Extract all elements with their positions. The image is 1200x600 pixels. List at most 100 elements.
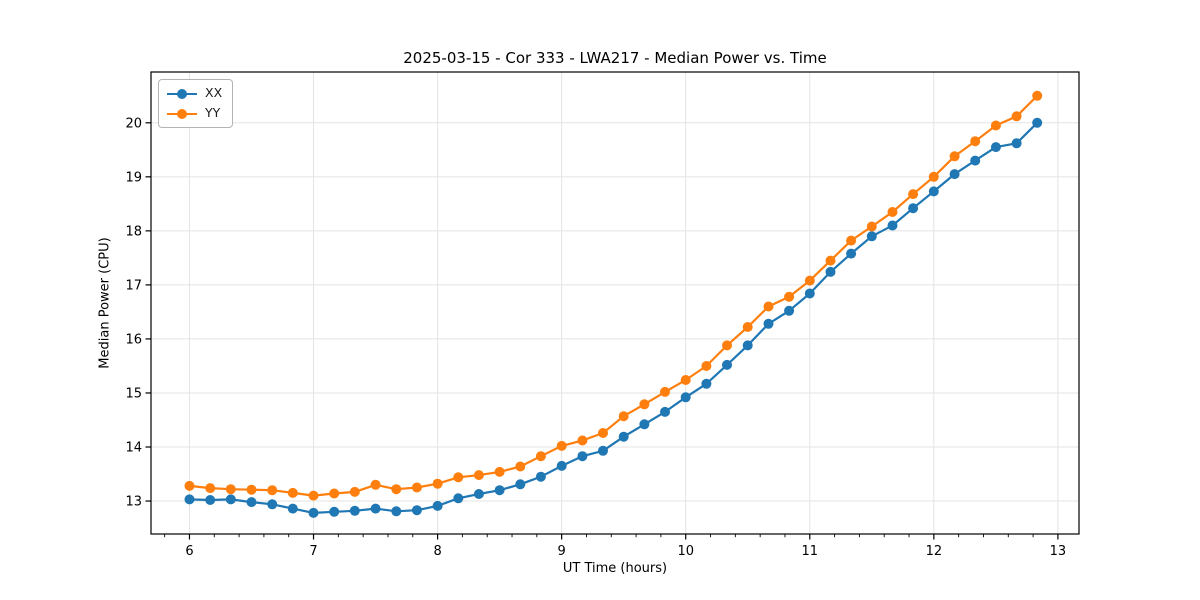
y-tick-label: 13 bbox=[125, 495, 142, 510]
series-XX-marker bbox=[577, 451, 588, 462]
series-YY-marker bbox=[329, 488, 340, 499]
series-XX-marker bbox=[680, 392, 691, 403]
series-XX-marker bbox=[1011, 138, 1022, 149]
series-XX-marker bbox=[535, 471, 546, 482]
plot-spines bbox=[150, 71, 1080, 535]
series-XX-marker bbox=[887, 220, 898, 231]
legend-marker-yy-icon bbox=[167, 108, 197, 119]
series-XX-marker bbox=[722, 359, 732, 370]
series-XX-marker bbox=[515, 479, 526, 490]
legend-label-yy: YY bbox=[205, 105, 221, 121]
series-XX-marker bbox=[432, 500, 443, 511]
legend-entry-xx: XX bbox=[167, 85, 222, 102]
series-YY-marker bbox=[267, 485, 278, 496]
series-YY bbox=[184, 90, 1043, 501]
series-XX-marker bbox=[949, 169, 960, 180]
series-XX-marker bbox=[990, 142, 1001, 153]
series-XX-marker bbox=[308, 507, 319, 518]
series-YY-marker bbox=[494, 466, 505, 477]
series-XX-marker bbox=[225, 494, 236, 505]
series-XX-marker bbox=[184, 494, 195, 505]
series-YY-marker bbox=[763, 301, 774, 312]
series-YY-marker bbox=[1011, 111, 1022, 122]
x-tick-label: 7 bbox=[309, 544, 317, 559]
series-XX-marker bbox=[349, 505, 360, 516]
y-tick-label: 15 bbox=[125, 386, 142, 401]
series-XX-marker bbox=[660, 406, 670, 417]
series-YY-marker bbox=[515, 461, 526, 472]
series-XX-marker bbox=[246, 497, 257, 508]
series-YY-marker bbox=[722, 340, 732, 351]
series-YY-marker bbox=[660, 386, 670, 397]
series-XX-marker bbox=[411, 505, 422, 516]
series-XX-marker bbox=[618, 431, 629, 442]
x-tick-label: 8 bbox=[433, 544, 441, 559]
series-XX-line bbox=[188, 121, 1039, 515]
series-YY-marker bbox=[349, 486, 360, 497]
series-XX-marker bbox=[391, 506, 402, 517]
series-YY-marker bbox=[287, 487, 298, 498]
ticks: 6 7 8 9 10 11 12 13 13 14 15 16 17 18 19 20 bbox=[125, 116, 1066, 559]
series-YY-marker bbox=[535, 451, 546, 462]
series-XX-marker bbox=[1032, 117, 1043, 128]
series-YY-marker bbox=[990, 120, 1001, 131]
series-YY-marker bbox=[742, 322, 753, 332]
x-tick-label: 10 bbox=[677, 544, 694, 559]
series-YY-marker bbox=[928, 171, 939, 182]
series-XX-marker bbox=[639, 419, 650, 430]
series-XX-marker bbox=[598, 445, 608, 456]
series-XX-marker bbox=[825, 266, 836, 277]
series-YY-marker bbox=[618, 411, 629, 422]
series-XX-marker bbox=[556, 460, 567, 471]
series-YY-marker bbox=[949, 151, 960, 162]
series-YY-marker bbox=[887, 207, 898, 217]
series-XX-marker bbox=[287, 503, 298, 514]
series-YY-marker bbox=[370, 479, 381, 490]
legend-marker-xx-icon bbox=[167, 88, 197, 99]
x-tick-label: 6 bbox=[185, 544, 193, 559]
series-XX-marker bbox=[908, 203, 919, 214]
series-XX-marker bbox=[453, 493, 464, 504]
series-YY-marker bbox=[825, 255, 836, 266]
series-XX-marker bbox=[742, 340, 753, 351]
series-XX-marker bbox=[494, 485, 505, 496]
legend: XX YY bbox=[158, 79, 234, 128]
series-XX bbox=[184, 117, 1043, 518]
series-YY-marker bbox=[680, 375, 691, 385]
legend-entry-yy: YY bbox=[167, 105, 222, 122]
series-YY-marker bbox=[639, 399, 650, 410]
y-tick-label: 14 bbox=[125, 441, 142, 456]
series-YY-marker bbox=[432, 478, 443, 489]
series-XX-marker bbox=[928, 186, 939, 197]
x-axis-label: UT Time (hours) bbox=[562, 561, 668, 576]
series-YY-line bbox=[188, 94, 1039, 497]
series-YY-marker bbox=[473, 470, 484, 481]
series-XX-marker bbox=[473, 489, 484, 499]
series-XX-marker bbox=[804, 288, 815, 299]
series-YY-marker bbox=[970, 136, 981, 147]
x-tick-label: 13 bbox=[1050, 544, 1067, 559]
series-YY-marker bbox=[866, 221, 877, 232]
series-YY-marker bbox=[308, 490, 319, 501]
series-XX-marker bbox=[329, 506, 340, 517]
series-YY-marker bbox=[411, 482, 422, 493]
series-YY-marker bbox=[391, 484, 402, 495]
series-YY-marker bbox=[246, 484, 257, 495]
series-YY-marker bbox=[225, 484, 236, 495]
grid bbox=[151, 72, 1079, 534]
series-XX-marker bbox=[866, 231, 877, 242]
series-YY-marker bbox=[908, 189, 919, 200]
series-YY-marker bbox=[598, 428, 608, 438]
y-tick-label: 16 bbox=[125, 332, 142, 347]
x-tick-label: 11 bbox=[802, 544, 819, 559]
series-YY-marker bbox=[184, 480, 195, 491]
series-YY-marker bbox=[205, 483, 216, 494]
chart-title: 2025-03-15 - Cor 333 - LWA217 - Median P… bbox=[403, 49, 827, 67]
series-YY-marker bbox=[1032, 90, 1043, 101]
series-YY-marker bbox=[453, 472, 464, 483]
series-XX-marker bbox=[763, 318, 774, 329]
series-XX-marker bbox=[370, 503, 381, 514]
series-XX-marker bbox=[846, 248, 857, 259]
